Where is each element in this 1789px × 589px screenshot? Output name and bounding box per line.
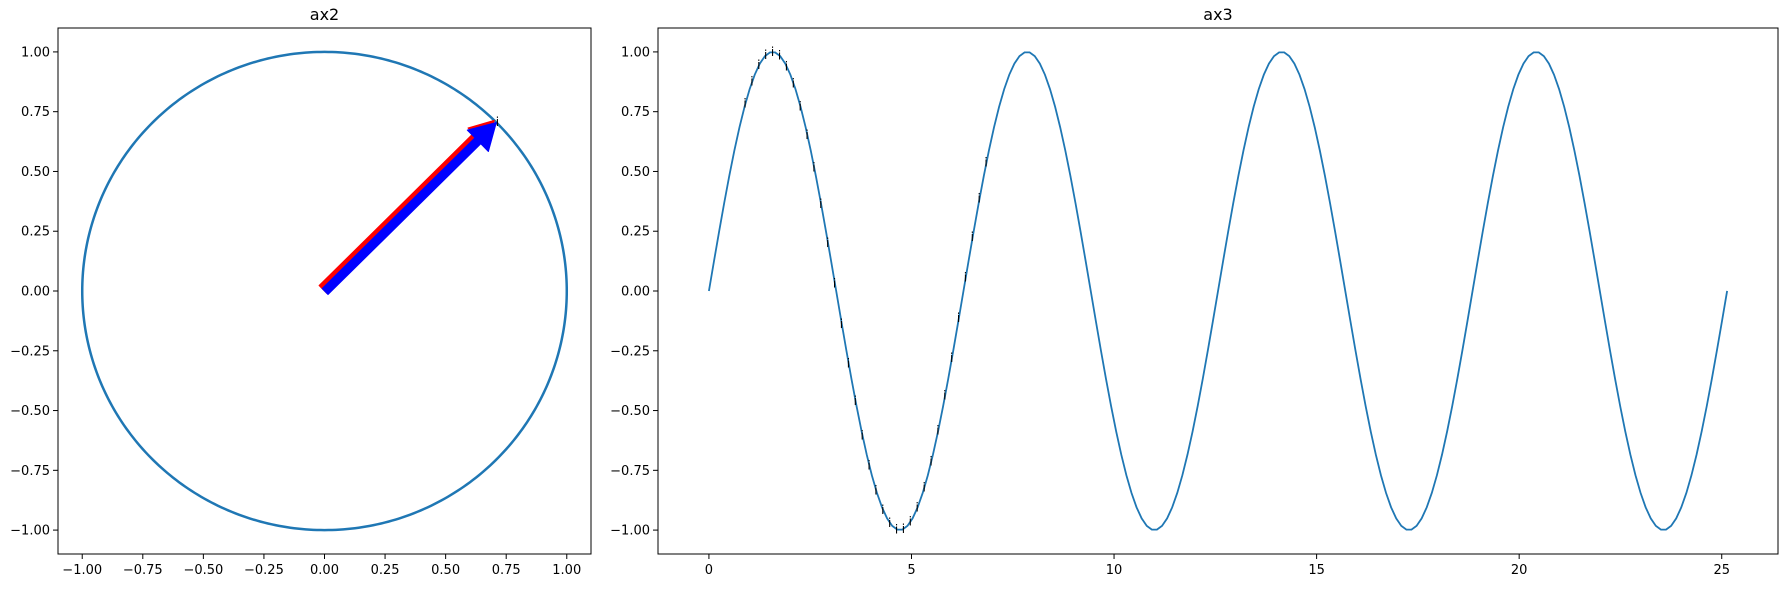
ax3-point-annotation: i bbox=[984, 156, 987, 170]
ax3-point-annotation: i bbox=[902, 522, 905, 536]
ax3-point-annotation: i bbox=[929, 454, 932, 468]
ax2-arrow-blue bbox=[321, 122, 497, 296]
ax3-point-annotation: i bbox=[943, 389, 946, 403]
ax3-point-annotation: i bbox=[812, 161, 815, 175]
ax3-point-annotation: i bbox=[971, 230, 974, 244]
ax3-xtick-label: 0 bbox=[705, 563, 713, 578]
ax3-ytick-label: 0.25 bbox=[621, 225, 650, 240]
ax3-point-annotation: i bbox=[847, 357, 850, 371]
ax3-y-ticks: −1.00 −0.75 −0.50 −0.25 0.00 0.25 0.50 0.75 1.00 bbox=[610, 45, 658, 539]
ax3-point-annotation: i bbox=[805, 128, 808, 142]
ax3-ytick-label: 0.00 bbox=[621, 285, 650, 300]
ax3-point-annotation: i bbox=[916, 501, 919, 515]
ax3-point-annotation: i bbox=[833, 276, 836, 290]
ax3-point-annotation: i bbox=[909, 515, 912, 529]
ax2-xtick-label: 0.50 bbox=[431, 563, 460, 578]
ax3-ytick-label: 1.00 bbox=[621, 45, 650, 60]
ax3-point-annotation: i bbox=[860, 428, 863, 442]
ax3-point-annotation: i bbox=[743, 97, 746, 111]
ax3-point-annotation: i bbox=[874, 484, 877, 498]
ax2-frame bbox=[57, 27, 592, 555]
ax3-point-annotation: i bbox=[764, 48, 767, 62]
ax3-xtick-label: 10 bbox=[1106, 563, 1123, 578]
ax3-xtick-label: 25 bbox=[1713, 563, 1730, 578]
ax2-title: ax2 bbox=[310, 5, 339, 24]
ax3-ytick-label: −0.75 bbox=[610, 464, 650, 479]
ax3-point-annotation: i bbox=[798, 99, 801, 113]
ax3-x-ticks: 0 5 10 15 20 25 bbox=[705, 554, 1730, 578]
ax2-ytick-label: −0.75 bbox=[10, 464, 50, 479]
ax3-xtick-label: 20 bbox=[1511, 563, 1528, 578]
ax3-ytick-label: 0.75 bbox=[621, 105, 650, 120]
ax3-point-annotation: i bbox=[867, 459, 870, 473]
ax3-point-annotation: i bbox=[978, 192, 981, 206]
ax2-xtick-label: −0.75 bbox=[123, 563, 163, 578]
ax3-point-annotation: i bbox=[957, 311, 960, 325]
ax3-point-annotation: i bbox=[792, 76, 795, 90]
ax2-xtick-label: 0.25 bbox=[371, 563, 400, 578]
ax3-point-annotation: i bbox=[785, 59, 788, 73]
ax3-ytick-label: 0.50 bbox=[621, 165, 650, 180]
ax2-xtick-label: −0.25 bbox=[244, 563, 284, 578]
ax3-point-annotation: i bbox=[750, 74, 753, 88]
ax3-point-annotation: i bbox=[771, 45, 774, 59]
ax3-xtick-label: 15 bbox=[1308, 563, 1325, 578]
ax3-point-annotation: i bbox=[757, 58, 760, 72]
ax3-ytick-label: −0.25 bbox=[610, 344, 650, 359]
ax2-xtick-label: −0.50 bbox=[183, 563, 223, 578]
ax3-frame bbox=[657, 27, 1779, 555]
ax3-ytick-label: −0.50 bbox=[610, 404, 650, 419]
ax3-point-annotation: i bbox=[964, 270, 967, 284]
ax3-point-annotation: i bbox=[922, 480, 925, 494]
ax3-xtick-label: 5 bbox=[907, 563, 915, 578]
ax3-ytick-label: −1.00 bbox=[610, 524, 650, 539]
ax2-axes: ax2 i −1.00 −0.75 −0.50 −0.25 0.00 0.25 0.50 0.… bbox=[10, 5, 592, 578]
ax3-point-annotation: i bbox=[888, 516, 891, 530]
ax2-ytick-label: 0.00 bbox=[21, 285, 50, 300]
ax3-title: ax3 bbox=[1203, 5, 1232, 24]
ax3-point-annotation: i bbox=[950, 351, 953, 365]
ax3-point-annotation: i bbox=[881, 503, 884, 517]
ax3-point-annotation: i bbox=[819, 197, 822, 211]
ax3-point-annotation: i bbox=[840, 317, 843, 331]
ax2-ytick-label: −0.25 bbox=[10, 344, 50, 359]
ax2-xtick-label: 1.00 bbox=[552, 563, 581, 578]
ax2-annotation: i bbox=[496, 115, 499, 129]
ax2-ytick-label: −0.50 bbox=[10, 404, 50, 419]
ax2-xtick-label: 0.00 bbox=[310, 563, 339, 578]
ax3-point-annotation: i bbox=[826, 236, 829, 250]
ax2-ytick-label: 0.75 bbox=[21, 105, 50, 120]
ax3-point-annotation: i bbox=[936, 424, 939, 438]
ax2-ytick-label: 0.25 bbox=[21, 225, 50, 240]
ax2-ytick-label: 1.00 bbox=[21, 45, 50, 60]
ax2-xtick-label: 0.75 bbox=[492, 563, 521, 578]
ax3-point-annotation: i bbox=[895, 522, 898, 536]
ax2-x-ticks: −1.00 −0.75 −0.50 −0.25 0.00 0.25 0.50 0.75 1.00 bbox=[62, 554, 581, 578]
ax2-xtick-label: −1.00 bbox=[62, 563, 102, 578]
ax2-ytick-label: 0.50 bbox=[21, 165, 50, 180]
ax3-point-annotation: i bbox=[778, 49, 781, 63]
ax2-series-line bbox=[80, 50, 569, 532]
ax2-plot-area: i bbox=[80, 50, 569, 532]
ax2-ytick-label: −1.00 bbox=[10, 524, 50, 539]
ax2-y-ticks: −1.00 −0.75 −0.50 −0.25 0.00 0.25 0.50 0.75 1.00 bbox=[10, 45, 58, 539]
ax3-series-line bbox=[708, 51, 1729, 531]
ax3-point-annotation: i bbox=[854, 394, 857, 408]
